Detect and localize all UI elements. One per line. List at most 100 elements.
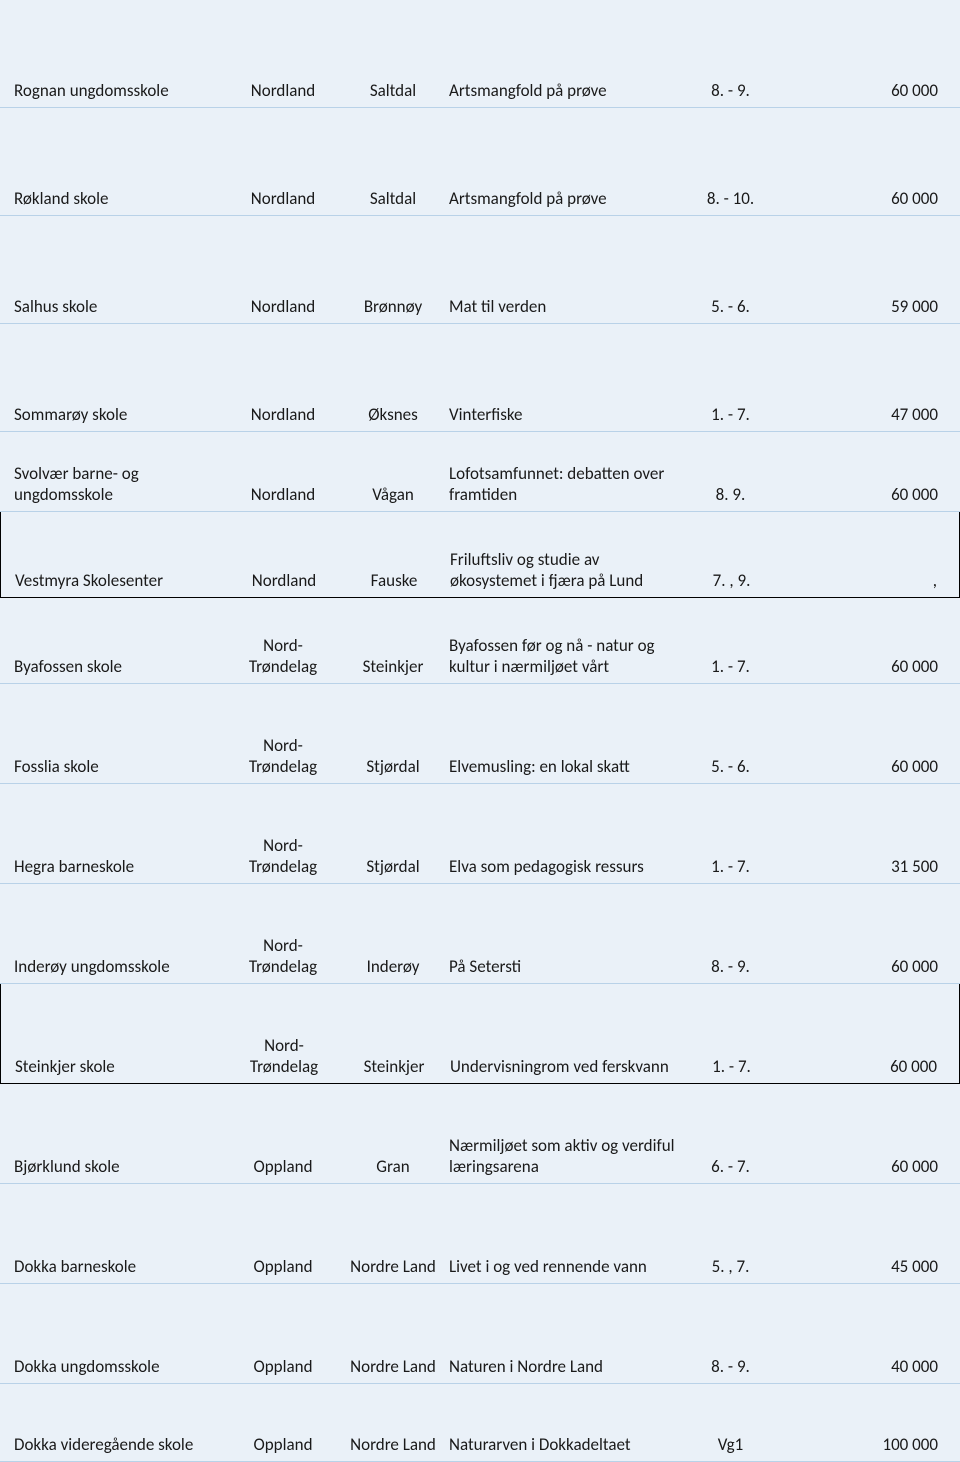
cell-muni: Steinkjer <box>344 1056 444 1077</box>
cell-muni: Nordre Land <box>343 1356 443 1377</box>
cell-project: Naturarven i Dokkadeltaet <box>443 1434 683 1455</box>
table-row-inner: Dokka ungdomsskoleOpplandNordre LandNatu… <box>0 1284 960 1384</box>
table-row-inner: Dokka videregående skoleOpplandNordre La… <box>0 1384 960 1462</box>
cell-county: Nordland <box>223 404 343 425</box>
table-row-cell: Steinkjer skoleNord-TrøndelagSteinkjerUn… <box>0 984 960 1084</box>
table-row: Sommarøy skoleNordlandØksnesVinterfiske1… <box>0 324 960 432</box>
cell-project: Vinterfiske <box>443 404 683 425</box>
table-row-inner: Inderøy ungdomsskoleNord-TrøndelagInderø… <box>0 884 960 984</box>
cell-muni: Steinkjer <box>343 656 443 677</box>
table-row-inner: Vestmyra SkolesenterNordlandFauskeFriluf… <box>0 512 960 598</box>
cell-amount: 60 000 <box>778 484 952 505</box>
cell-school: Dokka barneskole <box>8 1256 223 1277</box>
cell-project: Undervisningrom ved ferskvann <box>444 1056 684 1077</box>
table-row-inner: Salhus skoleNordlandBrønnøyMat til verde… <box>0 216 960 324</box>
cell-county: Oppland <box>223 1434 343 1455</box>
table-row: Dokka ungdomsskoleOpplandNordre LandNatu… <box>0 1284 960 1384</box>
table-row: Vestmyra SkolesenterNordlandFauskeFriluf… <box>0 512 960 598</box>
cell-muni: Stjørdal <box>343 856 443 877</box>
table-row: Salhus skoleNordlandBrønnøyMat til verde… <box>0 216 960 324</box>
cell-project: På Setersti <box>443 956 683 977</box>
cell-county: Nord-Trøndelag <box>223 835 343 878</box>
cell-grades: Vg1 <box>683 1434 778 1455</box>
cell-grades: 1. - 7. <box>684 1056 779 1077</box>
cell-grades: 1. - 7. <box>683 856 778 877</box>
cell-school: Steinkjer skole <box>9 1056 224 1077</box>
schools-table-body: Rognan ungdomsskoleNordlandSaltdalArtsma… <box>0 0 960 1462</box>
cell-school: Fosslia skole <box>8 756 223 777</box>
table-row: Dokka barneskoleOpplandNordre LandLivet … <box>0 1184 960 1284</box>
table-row-inner: Steinkjer skoleNord-TrøndelagSteinkjerUn… <box>0 984 960 1084</box>
cell-grades: 5. - 6. <box>683 296 778 317</box>
cell-project: Mat til verden <box>443 296 683 317</box>
cell-county: Nordland <box>223 484 343 505</box>
cell-county: Oppland <box>223 1356 343 1377</box>
cell-muni: Brønnøy <box>343 296 443 317</box>
table-row-cell: Dokka ungdomsskoleOpplandNordre LandNatu… <box>0 1284 960 1384</box>
cell-county: Nord-Trøndelag <box>223 935 343 978</box>
cell-amount: 60 000 <box>778 756 952 777</box>
cell-school: Svolvær barne- og ungdomsskole <box>8 463 223 506</box>
cell-grades: 1. - 7. <box>683 404 778 425</box>
cell-county: Nordland <box>223 188 343 209</box>
cell-school: Inderøy ungdomsskole <box>8 956 223 977</box>
cell-amount: 100 000 <box>778 1434 952 1455</box>
cell-project: Byafossen før og nå - natur og kultur i … <box>443 635 683 678</box>
table-row-inner: Bjørklund skoleOpplandGranNærmiljøet som… <box>0 1084 960 1184</box>
cell-muni: Nordre Land <box>343 1434 443 1455</box>
cell-project: Artsmangfold på prøve <box>443 80 683 101</box>
cell-grades: 5. , 7. <box>683 1256 778 1277</box>
cell-amount: 60 000 <box>778 956 952 977</box>
cell-muni: Fauske <box>344 570 444 591</box>
table-row-cell: Fosslia skoleNord-TrøndelagStjørdalElvem… <box>0 684 960 784</box>
cell-grades: 8. 9. <box>683 484 778 505</box>
cell-amount: 60 000 <box>778 656 952 677</box>
cell-amount: 45 000 <box>778 1256 952 1277</box>
cell-school: Sommarøy skole <box>8 404 223 425</box>
cell-muni: Inderøy <box>343 956 443 977</box>
cell-grades: 6. - 7. <box>683 1156 778 1177</box>
cell-school: Rognan ungdomsskole <box>8 80 223 101</box>
cell-county: Oppland <box>223 1256 343 1277</box>
cell-muni: Øksnes <box>343 404 443 425</box>
cell-grades: 8. - 10. <box>683 188 778 209</box>
table-row-cell: Vestmyra SkolesenterNordlandFauskeFriluf… <box>0 512 960 598</box>
table-row-cell: Inderøy ungdomsskoleNord-TrøndelagInderø… <box>0 884 960 984</box>
table-row-inner: Hegra barneskoleNord-TrøndelagStjørdalEl… <box>0 784 960 884</box>
cell-project: Friluftsliv og studie av økosystemet i f… <box>444 549 684 592</box>
table-row: Røkland skoleNordlandSaltdalArtsmangfold… <box>0 108 960 216</box>
table-row-cell: Dokka barneskoleOpplandNordre LandLivet … <box>0 1184 960 1284</box>
cell-school: Bjørklund skole <box>8 1156 223 1177</box>
cell-amount: 60 000 <box>778 188 952 209</box>
table-row-inner: Rognan ungdomsskoleNordlandSaltdalArtsma… <box>0 0 960 108</box>
cell-county: Nord-Trøndelag <box>223 635 343 678</box>
cell-muni: Nordre Land <box>343 1256 443 1277</box>
table-row-cell: Røkland skoleNordlandSaltdalArtsmangfold… <box>0 108 960 216</box>
table-row: Bjørklund skoleOpplandGranNærmiljøet som… <box>0 1084 960 1184</box>
table-row: Hegra barneskoleNord-TrøndelagStjørdalEl… <box>0 784 960 884</box>
cell-county: Nord-Trøndelag <box>223 735 343 778</box>
table-row-cell: Hegra barneskoleNord-TrøndelagStjørdalEl… <box>0 784 960 884</box>
cell-county: Oppland <box>223 1156 343 1177</box>
table-row-cell: Dokka videregående skoleOpplandNordre La… <box>0 1384 960 1462</box>
table-row: Inderøy ungdomsskoleNord-TrøndelagInderø… <box>0 884 960 984</box>
cell-project: Lofotsamfunnet: debatten over framtiden <box>443 463 683 506</box>
table-row-cell: Sommarøy skoleNordlandØksnesVinterfiske1… <box>0 324 960 432</box>
table-row-cell: Rognan ungdomsskoleNordlandSaltdalArtsma… <box>0 0 960 108</box>
table-row: Byafossen skoleNord-TrøndelagSteinkjerBy… <box>0 598 960 684</box>
cell-school: Dokka videregående skole <box>8 1434 223 1455</box>
cell-project: Elva som pedagogisk ressurs <box>443 856 683 877</box>
table-row-inner: Sommarøy skoleNordlandØksnesVinterfiske1… <box>0 324 960 432</box>
table-row-inner: Svolvær barne- og ungdomsskoleNordlandVå… <box>0 432 960 512</box>
cell-county: Nord-Trøndelag <box>224 1035 344 1078</box>
cell-school: Dokka ungdomsskole <box>8 1356 223 1377</box>
cell-amount: , <box>779 570 951 591</box>
cell-grades: 5. - 6. <box>683 756 778 777</box>
cell-amount: 60 000 <box>778 80 952 101</box>
cell-amount: 59 000 <box>778 296 952 317</box>
table-row: Svolvær barne- og ungdomsskoleNordlandVå… <box>0 432 960 512</box>
cell-school: Vestmyra Skolesenter <box>9 570 224 591</box>
schools-table: Rognan ungdomsskoleNordlandSaltdalArtsma… <box>0 0 960 1462</box>
cell-muni: Gran <box>343 1156 443 1177</box>
cell-school: Byafossen skole <box>8 656 223 677</box>
